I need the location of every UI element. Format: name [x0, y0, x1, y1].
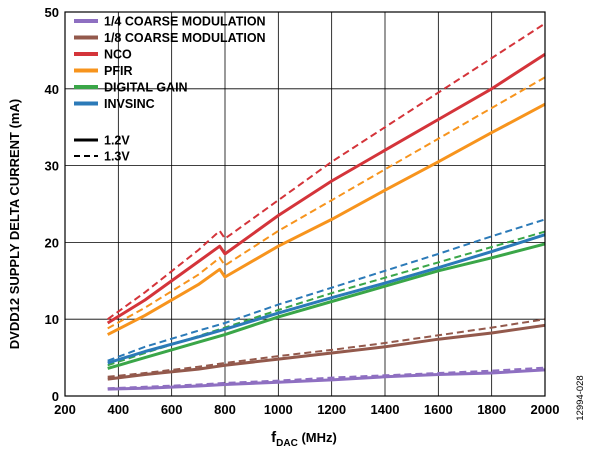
x-axis-title: fDAC (MHz) — [271, 429, 337, 449]
x-axis-title-unit: (MHz) — [298, 430, 337, 445]
series-line-nco-1-3v — [107, 22, 546, 321]
legend-series: 1/4 COARSE MODULATION 1/8 COARSE MODULATI… — [74, 15, 266, 111]
x-tick-label: 1000 — [264, 402, 293, 417]
x-tick-label: 1200 — [317, 402, 346, 417]
legend-label: INVSINC — [104, 97, 155, 111]
legend-label: 1/8 COARSE MODULATION — [104, 31, 266, 45]
y-tick-label: 50 — [45, 5, 59, 20]
x-tick-label: 1600 — [424, 402, 453, 417]
series-layer — [106, 22, 546, 391]
legend-style-label: 1.2V — [104, 134, 130, 148]
y-tick-label: 20 — [45, 235, 59, 250]
y-tick-label: 40 — [45, 82, 59, 97]
series-line-nco-1-2v — [106, 52, 546, 325]
series-line-1-8-coarse-modulation-1-3v — [107, 318, 546, 378]
series-line-1-4-coarse-modulation-1-3v — [107, 366, 546, 390]
legend-styles: 1.2V 1.3V — [74, 134, 130, 164]
plot-frame — [64, 11, 546, 397]
y-tick-label: 10 — [45, 312, 59, 327]
series-line-invsinc-1-3v — [107, 218, 546, 362]
y-tick-label: 0 — [52, 389, 59, 404]
y-axis-title: DVDD12 SUPPLY DELTA CURRENT (mA) — [7, 99, 22, 349]
series-line-1-8-coarse-modulation-1-2v — [107, 323, 546, 381]
legend-label: NCO — [104, 48, 132, 62]
series-line-invsinc-1-2v — [107, 233, 546, 365]
x-tick-label: 800 — [214, 402, 236, 417]
legend-label: DIGITAL GAIN — [104, 81, 188, 95]
series-line-pfir-1-3v — [107, 76, 546, 330]
x-tick-label: 2000 — [531, 402, 560, 417]
series-line-digital-gain-1-2v — [107, 242, 546, 370]
x-tick-label: 600 — [161, 402, 183, 417]
y-tick-labels: 0 10 20 30 40 50 — [45, 5, 59, 404]
series-line-pfir-1-2v — [107, 102, 546, 336]
x-axis-title-main: f — [271, 429, 277, 446]
x-tick-label: 200 — [54, 402, 76, 417]
legend: 1/4 COARSE MODULATION 1/8 COARSE MODULATI… — [74, 15, 266, 164]
legend-style-label: 1.3V — [104, 150, 130, 164]
figure-id: 12994-028 — [575, 375, 586, 420]
legend-label: PFIR — [104, 64, 132, 78]
series-line-1-4-coarse-modulation-1-2v — [107, 368, 546, 391]
x-tick-label: 1400 — [371, 402, 400, 417]
x-axis-title-subscript: DAC — [276, 438, 298, 449]
legend-label: 1/4 COARSE MODULATION — [104, 15, 266, 29]
x-tick-labels: 200 400 600 800 1000 1200 1400 1600 1800 2000 — [54, 402, 559, 417]
y-tick-label: 30 — [45, 159, 59, 174]
x-tick-label: 400 — [107, 402, 129, 417]
x-tick-label: 1800 — [477, 402, 506, 417]
